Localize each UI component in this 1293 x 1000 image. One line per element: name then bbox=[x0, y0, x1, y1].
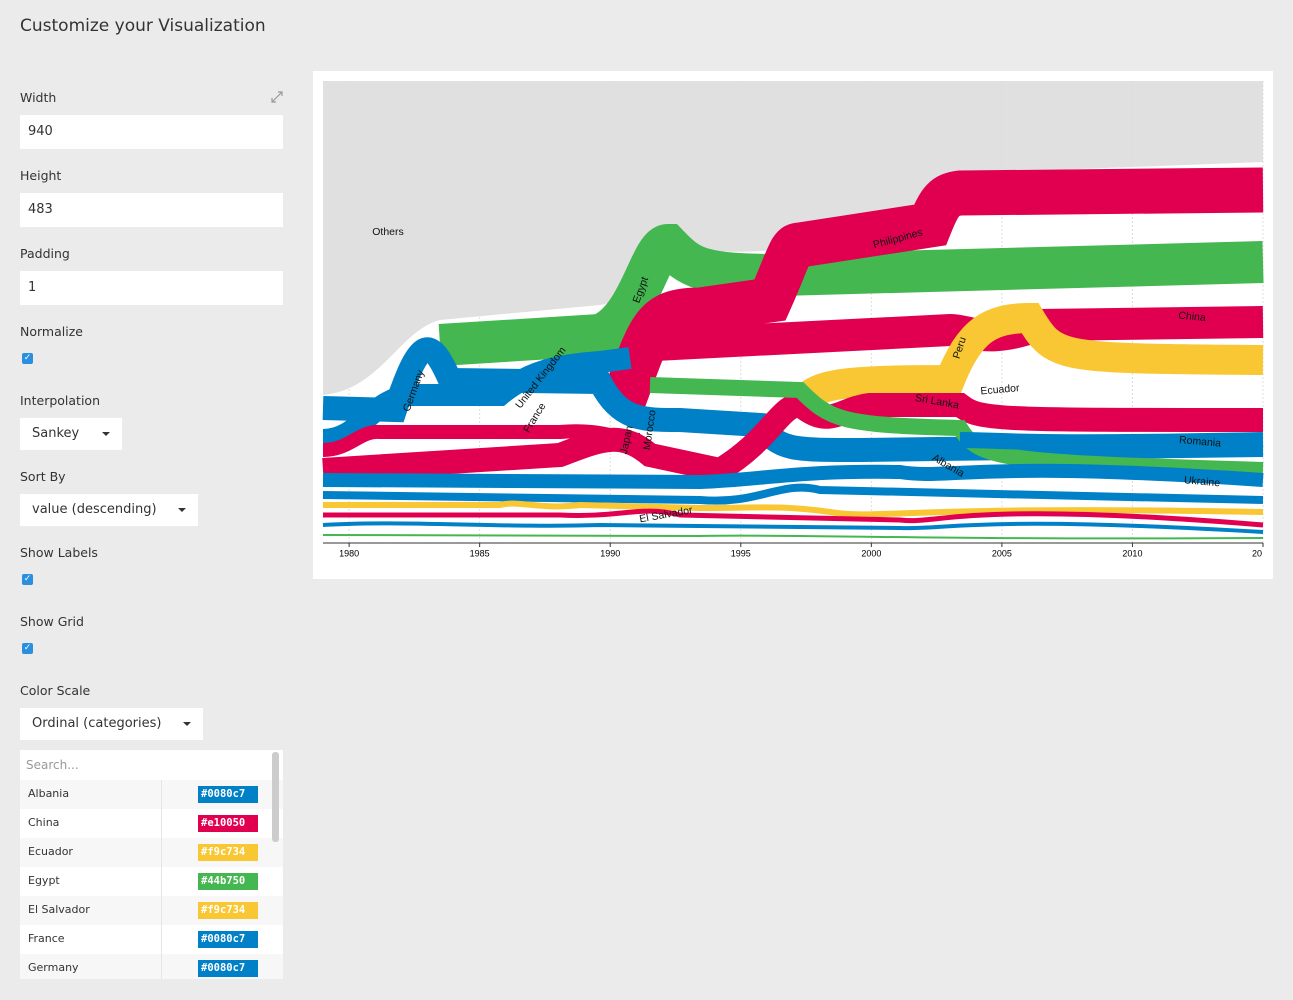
x-tick-label: 1980 bbox=[339, 548, 359, 558]
category-name: France bbox=[28, 932, 65, 945]
stream bbox=[322, 347, 632, 451]
color-rows: Albania #0080c7 China #e10050 Ecuador #f9c734… bbox=[20, 780, 283, 979]
field-label: Sort By bbox=[20, 469, 66, 484]
stream bbox=[322, 424, 641, 457]
x-tick-label: 1990 bbox=[600, 548, 620, 558]
stream-label: Ecuador bbox=[980, 382, 1021, 397]
category-name: El Salvador bbox=[28, 903, 90, 916]
page-title: Customize your Visualization bbox=[20, 16, 266, 36]
stream bbox=[322, 521, 1264, 534]
color-swatch[interactable]: #e10050 bbox=[198, 815, 258, 832]
width-input[interactable]: 940 bbox=[20, 115, 283, 149]
stream-label: Japan bbox=[618, 425, 636, 456]
chart-container: 1980 1985 1990 1995 2000 2005 2010 20 Others Phi… bbox=[313, 71, 1273, 579]
stream-label: Others bbox=[372, 226, 404, 238]
stream bbox=[649, 377, 1264, 478]
stream-label: Morocco bbox=[641, 409, 659, 451]
x-tick-label: 2005 bbox=[992, 548, 1012, 558]
dropdown[interactable]: value (descending) bbox=[20, 494, 198, 526]
color-row[interactable]: Albania #0080c7 bbox=[20, 780, 283, 809]
streams bbox=[322, 167, 1264, 540]
stream bbox=[323, 508, 1264, 528]
stream-label: China bbox=[1178, 310, 1207, 324]
chart: 1980 1985 1990 1995 2000 2005 2010 20 Others Phi… bbox=[322, 81, 1264, 558]
checkbox[interactable]: ✓ bbox=[22, 643, 33, 654]
stream bbox=[322, 483, 1264, 505]
field-label: Interpolation bbox=[20, 393, 100, 408]
stream bbox=[598, 167, 1264, 418]
stream bbox=[438, 223, 1264, 366]
stream-label: Romania bbox=[1179, 434, 1222, 450]
color-swatch[interactable]: #0080c7 bbox=[198, 931, 258, 948]
x-tick-label: 20 bbox=[1252, 548, 1262, 558]
category-name: Germany bbox=[28, 961, 79, 974]
category-name: Egypt bbox=[28, 874, 60, 887]
stream bbox=[788, 302, 1264, 415]
stream bbox=[322, 534, 1264, 540]
checkbox[interactable]: ✓ bbox=[22, 574, 33, 585]
color-row[interactable]: Ecuador #f9c734 bbox=[20, 838, 283, 867]
color-row[interactable]: France #0080c7 bbox=[20, 925, 283, 954]
stream bbox=[323, 500, 1264, 518]
stream bbox=[959, 432, 1264, 451]
scrollbar[interactable] bbox=[272, 752, 279, 842]
expand-icon[interactable] bbox=[270, 90, 284, 104]
field-label: Normalize bbox=[20, 324, 83, 339]
dropdown[interactable]: Ordinal (categories) bbox=[20, 708, 203, 740]
x-tick-label: 2010 bbox=[1122, 548, 1142, 558]
color-row[interactable]: Germany #0080c7 bbox=[20, 954, 283, 979]
field-label: Show Grid bbox=[20, 614, 84, 629]
color-swatch[interactable]: #f9c734 bbox=[198, 844, 258, 861]
field-label: Color Scale bbox=[20, 683, 91, 698]
category-name: China bbox=[28, 816, 60, 829]
dropdown-value: Sankey bbox=[32, 426, 80, 441]
field-label: Show Labels bbox=[20, 545, 98, 560]
checkbox[interactable]: ✓ bbox=[22, 353, 33, 364]
dropdown-value: value (descending) bbox=[32, 502, 157, 517]
stream-label: Ukraine bbox=[1183, 474, 1220, 489]
x-tick-label: 1985 bbox=[470, 548, 490, 558]
padding-input[interactable]: 1 bbox=[20, 271, 283, 305]
dropdown-value: Ordinal (categories) bbox=[32, 716, 162, 731]
color-swatch[interactable]: #f9c734 bbox=[198, 902, 258, 919]
color-row[interactable]: China #e10050 bbox=[20, 809, 283, 838]
field-label: Width bbox=[20, 90, 57, 105]
stream bbox=[322, 337, 1264, 463]
category-name: Albania bbox=[28, 787, 70, 800]
dropdown[interactable]: Sankey bbox=[20, 418, 122, 450]
x-tick-label: 2000 bbox=[861, 548, 881, 558]
color-row[interactable]: Egypt #44b750 bbox=[20, 867, 283, 896]
color-swatch[interactable]: #0080c7 bbox=[198, 960, 258, 977]
height-input[interactable]: 483 bbox=[20, 193, 283, 227]
field-label: Padding bbox=[20, 246, 70, 261]
category-name: Ecuador bbox=[28, 845, 73, 858]
color-swatch[interactable]: #44b750 bbox=[198, 873, 258, 890]
color-row[interactable]: El Salvador #f9c734 bbox=[20, 896, 283, 925]
color-swatch[interactable]: #0080c7 bbox=[198, 786, 258, 803]
color-list: Search... Albania #0080c7 China #e10050 Ecua… bbox=[20, 750, 283, 979]
field-label: Height bbox=[20, 168, 62, 183]
stream bbox=[322, 463, 1264, 490]
x-tick-label: 1995 bbox=[731, 548, 751, 558]
search-input[interactable]: Search... bbox=[26, 758, 79, 772]
